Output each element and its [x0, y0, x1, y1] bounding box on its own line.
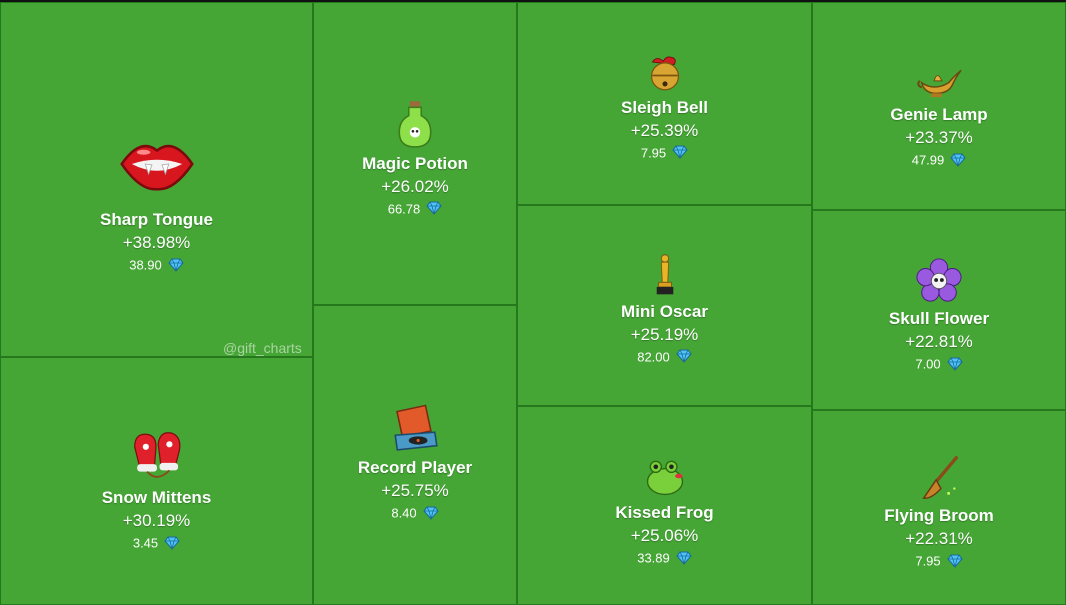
gift-name: Flying Broom	[884, 506, 994, 526]
skull-flower-icon	[916, 258, 962, 302]
floor-price: 7.00	[915, 356, 941, 372]
tile-content: Snow Mittens +30.19% 3.45	[1, 422, 312, 552]
floor-price: 47.99	[911, 152, 945, 168]
floor-price: 82.00	[637, 348, 670, 364]
price-row: 82.00	[518, 348, 811, 366]
kissed-frog-icon	[646, 461, 683, 496]
gift-name: Skull Flower	[888, 309, 990, 328]
green-potion-icon	[398, 100, 432, 148]
genie-lamp-icon	[917, 69, 962, 98]
tile-content: Kissed Frog +25.06% 33.89	[518, 453, 811, 567]
gift-name: Kissed Frog	[615, 503, 714, 523]
floor-price: 33.89	[637, 550, 670, 566]
tile-content: Sharp Tongue +38.98% 38.90	[1, 122, 312, 274]
gift-name: Genie Lamp	[890, 105, 988, 125]
treemap-tile[interactable]: Record Player +25.75% 8.40	[313, 305, 517, 605]
treemap-tile[interactable]: Kissed Frog +25.06% 33.89	[517, 406, 812, 605]
floor-price: 7.95	[915, 553, 941, 569]
gift-name: Snow Mittens	[101, 487, 212, 507]
diamond-icon	[423, 506, 439, 520]
price-change: +25.75%	[381, 481, 449, 500]
red-mittens-icon	[133, 432, 180, 478]
price-row: 7.95	[813, 552, 1065, 570]
treemap-tile[interactable]: Mini Oscar +25.19% 82.00	[517, 205, 812, 406]
price-row: 66.78	[314, 200, 516, 218]
tile-content: Sleigh Bell +25.39% 7.95	[518, 52, 811, 162]
gift-name: Magic Potion	[362, 153, 468, 173]
sleigh-bell-icon	[650, 56, 679, 90]
treemap-tile[interactable]: Sharp Tongue +38.98% 38.90	[0, 2, 313, 357]
price-row: 7.95	[518, 144, 811, 162]
floor-price: 38.90	[129, 257, 162, 273]
price-change: +25.06%	[630, 526, 699, 546]
price-change: +23.37%	[905, 128, 973, 148]
record-player-icon	[394, 404, 438, 451]
tile-content: Flying Broom +22.31% 7.95	[813, 454, 1065, 570]
price-row: 3.45	[1, 534, 312, 552]
price-change: +30.19%	[122, 510, 191, 530]
oscar-statuette-icon	[656, 253, 673, 294]
tile-content: Mini Oscar +25.19% 82.00	[518, 252, 811, 366]
price-change: +26.02%	[381, 176, 449, 196]
diamond-icon	[947, 357, 963, 371]
tile-content: Skull Flower +22.81% 7.00	[813, 257, 1065, 373]
diamond-icon	[168, 258, 184, 272]
price-row: 38.90	[1, 256, 312, 274]
gift-name: Record Player	[357, 458, 473, 477]
price-change: +25.39%	[630, 120, 699, 140]
treemap-tile[interactable]: Flying Broom +22.31% 7.95	[812, 410, 1066, 605]
floor-price: 8.40	[391, 505, 417, 521]
tile-content: Record Player +25.75% 8.40	[314, 402, 516, 522]
treemap-tile[interactable]: Sleigh Bell +25.39% 7.95	[517, 2, 812, 205]
diamond-icon	[676, 551, 692, 565]
tile-content: Magic Potion +26.02% 66.78	[314, 98, 516, 218]
price-change: +22.81%	[905, 332, 973, 351]
price-change: +22.31%	[905, 529, 973, 549]
red-lips-icon	[119, 145, 194, 191]
treemap-tile[interactable]: Genie Lamp +23.37% 47.99	[812, 2, 1066, 210]
gift-name: Sleigh Bell	[621, 97, 708, 117]
treemap-tile[interactable]: Magic Potion +26.02% 66.78	[313, 2, 517, 305]
floor-price: 66.78	[387, 200, 421, 216]
diamond-icon	[426, 201, 442, 216]
watermark: @gift_charts	[223, 340, 302, 356]
price-change: +25.19%	[630, 324, 699, 344]
treemap-tile[interactable]: Snow Mittens +30.19% 3.45	[0, 357, 313, 605]
floor-price: 3.45	[132, 535, 159, 551]
tile-content: Genie Lamp +23.37% 47.99	[813, 53, 1065, 169]
diamond-icon	[950, 153, 966, 167]
diamond-icon	[676, 349, 692, 364]
price-row: 47.99	[813, 151, 1065, 169]
diamond-icon	[672, 145, 688, 160]
price-row: 7.00	[813, 355, 1065, 373]
diamond-icon	[164, 536, 180, 550]
price-change: +38.98%	[122, 233, 191, 253]
price-row: 8.40	[314, 504, 516, 522]
diamond-icon	[947, 554, 963, 568]
gift-name: Mini Oscar	[621, 301, 708, 321]
gift-name: Sharp Tongue	[99, 210, 213, 230]
treemap-tile[interactable]: Skull Flower +22.81% 7.00	[812, 210, 1066, 410]
floor-price: 7.95	[640, 144, 667, 160]
price-row: 33.89	[518, 549, 811, 567]
flying-broom-icon	[922, 456, 958, 500]
